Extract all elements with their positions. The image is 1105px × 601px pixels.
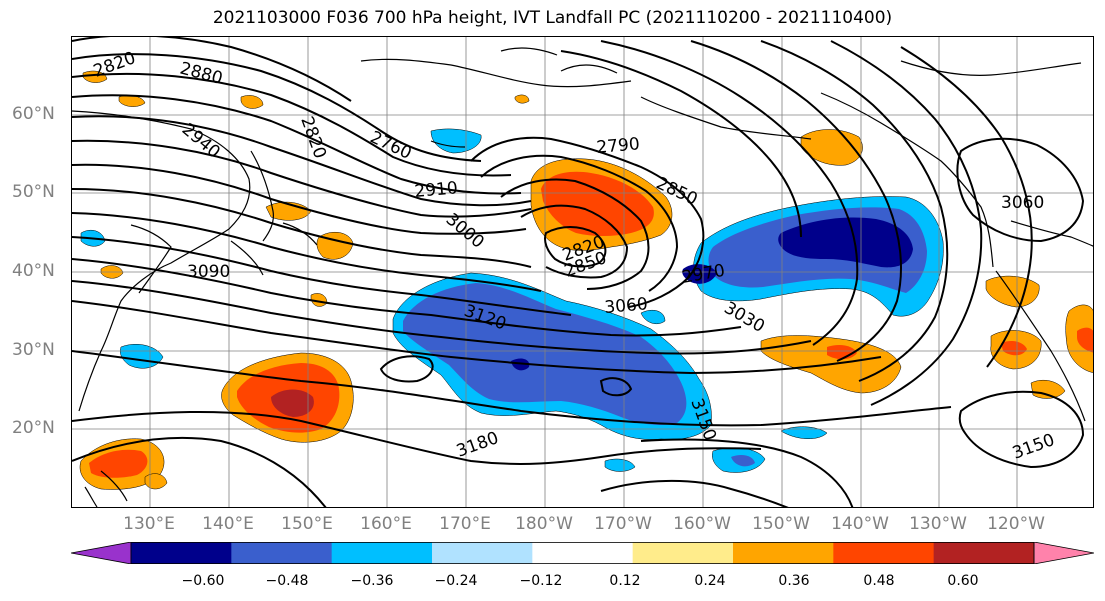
colorbar-tick-label: 0.48 [863,573,895,589]
map-panel: 2820 2880 2940 2820 2760 2790 2850 2910 … [71,36,1094,508]
colorbar-segment [632,542,734,564]
colorbar-segment [933,542,1035,564]
lat-label-30n: 30°N [12,340,55,360]
colorbar-segments [71,542,1094,564]
colorbar-tick-label: 0.12 [609,573,641,589]
lat-label-50n: 50°N [12,182,55,202]
lon-label-120w: 120°W [987,514,1045,534]
colorbar-tick-label: −0.12 [519,573,563,589]
contour-label: 3060 [604,294,649,318]
lon-label-130w: 130°W [909,514,967,534]
lon-label-170w: 170°W [594,514,652,534]
contour-label: 2910 [414,178,459,202]
colorbar-tick-label: −0.36 [350,573,394,589]
colorbar-tick-label: 0.36 [778,573,810,589]
lon-label-150e: 150°E [281,514,333,534]
colorbar-tick-label: −0.48 [265,573,309,589]
graticule [72,37,1093,507]
contour-label: 3090 [187,262,230,282]
lat-label-20n: 20°N [12,418,55,438]
lon-label-140e: 140°E [202,514,254,534]
lat-label-60n: 60°N [12,104,55,124]
colorbar-segment [131,542,232,564]
colorbar-tick-label: 0.24 [694,573,726,589]
colorbar [71,542,1094,564]
lon-label-140w: 140°W [831,514,889,534]
lon-label-180w: 180°W [515,514,573,534]
lon-label-160w: 160°W [673,514,731,534]
colorbar-segment [833,542,935,564]
colorbar-segment [532,542,634,564]
contour-label: 3060 [1001,193,1044,213]
colorbar-tick-label: −0.60 [181,573,225,589]
colorbar-extend-max [1033,542,1094,564]
lat-label-40n: 40°N [12,261,55,281]
colorbar-tick-label: −0.24 [434,573,478,589]
height-contours [72,37,1085,507]
colorbar-segment [331,542,433,564]
map-title: 2021103000 F036 700 hPa height, IVT Land… [212,8,893,28]
map-canvas: 2820 2880 2940 2820 2760 2790 2850 2910 … [72,37,1093,507]
colorbar-frame [130,542,1035,564]
lon-label-150w: 150°W [752,514,810,534]
contour-label: 2790 [596,134,641,158]
lon-label-170e: 170°E [439,514,491,534]
colorbar-segment [733,542,834,564]
lon-label-160e: 160°E [360,514,412,534]
colorbar-segment [231,542,333,564]
colorbar-tick-label: 0.60 [947,573,979,589]
lon-label-130e: 130°E [123,514,175,534]
coastlines [72,47,1093,507]
colorbar-segment [432,542,533,564]
colorbar-extend-min [71,542,132,564]
